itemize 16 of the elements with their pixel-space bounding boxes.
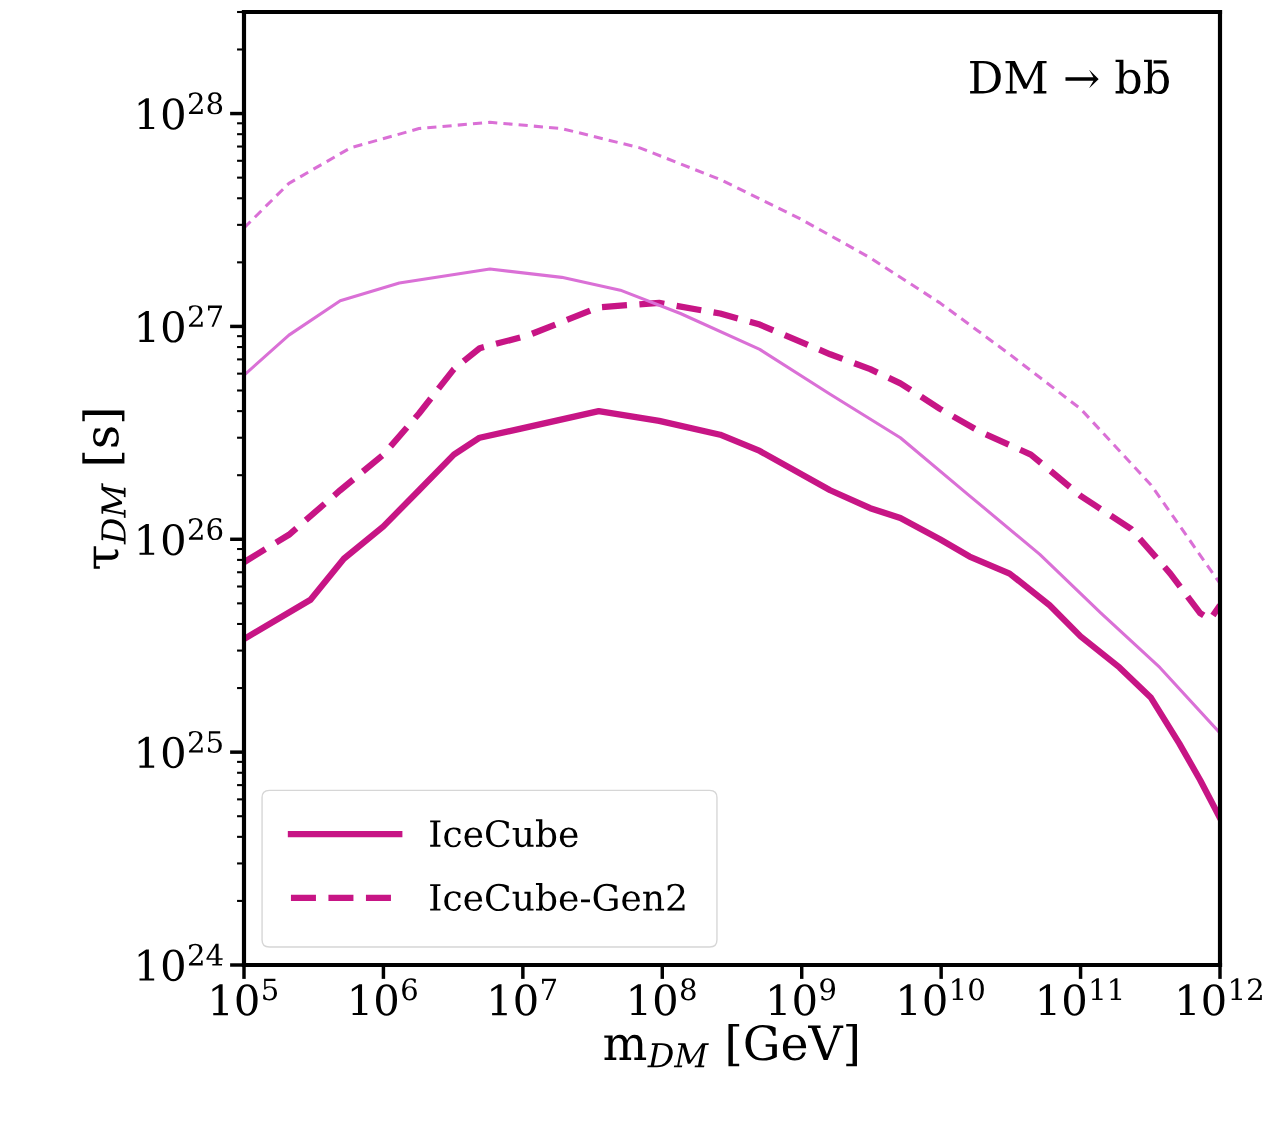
y-tick-label: 10$^{25}$ (138, 730, 222, 769)
x-tick-label: 10$^{10}$ (900, 978, 984, 1016)
y-tick-label: 10$^{26}$ (138, 518, 223, 556)
x-tick-label: 10$^{8}$ (630, 978, 696, 1016)
y-tick-label: 10$^{27}$ (138, 305, 222, 343)
x-axis-title: m$_{DM}$ [GeV] (604, 1024, 857, 1068)
y-tick-label: 10$^{28}$ (138, 92, 223, 130)
x-tick-label: 10$^{9}$ (770, 978, 836, 1016)
x-tick-label: 10$^{7}$ (491, 978, 557, 1016)
x-tick-label: 10$^{12}$ (1179, 978, 1262, 1016)
x-tick-label: 10$^{6}$ (351, 978, 417, 1016)
x-tick-label: 10$^{11}$ (1039, 978, 1122, 1016)
legend-label: IceCube (430, 819, 578, 848)
y-axis-title: τ$_{DM}$ [s] (82, 410, 126, 569)
legend-label: IceCube-Gen2 (430, 883, 685, 912)
annotation: DM → bb̄ (970, 59, 1169, 95)
